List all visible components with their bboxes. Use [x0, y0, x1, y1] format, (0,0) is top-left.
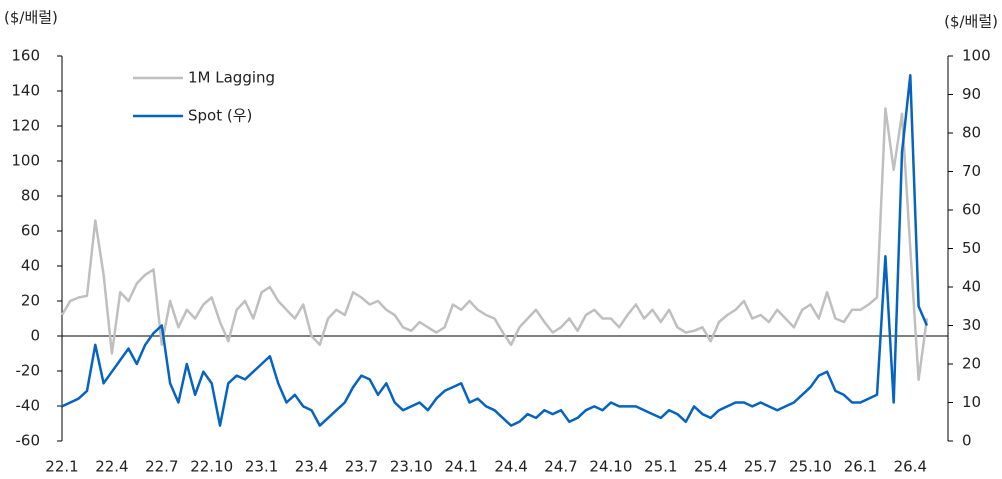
y2-tick-label: 80 — [962, 124, 981, 142]
y-tick-label: -20 — [16, 362, 41, 380]
legend-label: 1M Lagging — [188, 69, 275, 87]
x-tick-label: 24.10 — [589, 458, 632, 476]
y2-tick-label: 90 — [962, 85, 981, 103]
y2-tick-label: 30 — [962, 316, 981, 334]
y-tick-label: 120 — [11, 117, 40, 135]
x-tick-label: 24.1 — [444, 458, 477, 476]
y2-tick-label: 20 — [962, 355, 981, 373]
series-line — [61, 74, 929, 427]
x-tick-label: 23.4 — [295, 458, 328, 476]
x-tick-label: 22.7 — [145, 458, 178, 476]
x-tick-label: 25.4 — [694, 458, 727, 476]
x-tick-label: 26.4 — [894, 458, 927, 476]
x-tick-label: 22.10 — [190, 458, 233, 476]
y-tick-label: 160 — [11, 47, 40, 65]
y2-tick-label: 50 — [962, 239, 981, 257]
y-tick-label: 0 — [30, 327, 40, 345]
x-tick-label: 25.7 — [744, 458, 777, 476]
x-tick-label: 26.1 — [844, 458, 877, 476]
y-tick-label: 80 — [21, 187, 40, 205]
x-tick-label: 22.4 — [95, 458, 128, 476]
x-tick-label: 25.1 — [644, 458, 677, 476]
x-tick-label: 25.10 — [789, 458, 832, 476]
y-tick-label: -40 — [16, 397, 41, 415]
y2-tick-label: 10 — [962, 393, 981, 411]
y-tick-label: 40 — [21, 257, 40, 275]
y-tick-label: -60 — [16, 432, 41, 450]
x-tick-label: 24.7 — [544, 458, 577, 476]
x-tick-label: 23.1 — [245, 458, 278, 476]
y2-tick-label: 70 — [962, 162, 981, 180]
y-tick-label: 60 — [21, 222, 40, 240]
y2-tick-label: 0 — [962, 432, 972, 450]
legend-label: Spot (우) — [188, 107, 252, 125]
x-tick-label: 23.7 — [345, 458, 378, 476]
y2-tick-label: 40 — [962, 278, 981, 296]
y2-tick-label: 100 — [962, 47, 991, 65]
series-line — [60, 107, 929, 382]
y-axis-unit: ($/배럴) — [4, 9, 58, 27]
y-tick-label: 140 — [11, 82, 40, 100]
y-tick-label: 100 — [11, 152, 40, 170]
y2-axis-unit: ($/배럴) — [944, 13, 998, 31]
x-tick-label: 22.1 — [45, 458, 78, 476]
y2-tick-label: 60 — [962, 201, 981, 219]
y-tick-label: 20 — [21, 292, 40, 310]
x-tick-label: 23.10 — [390, 458, 433, 476]
x-tick-label: 24.4 — [494, 458, 527, 476]
